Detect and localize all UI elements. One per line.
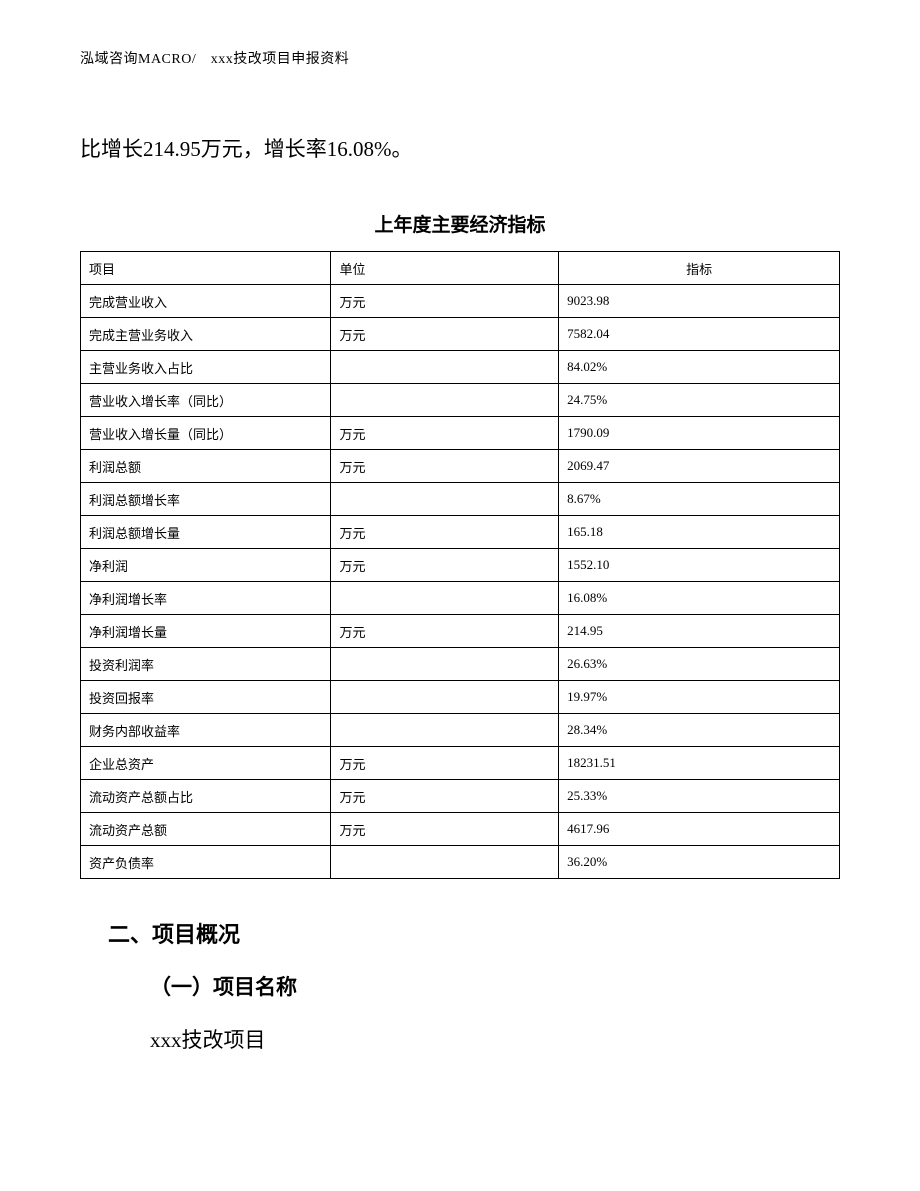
cell-unit: 万元 (331, 416, 559, 449)
cell-item: 营业收入增长量（同比） (81, 416, 331, 449)
cell-item: 主营业务收入占比 (81, 350, 331, 383)
page-header: 泓域咨询MACRO/ xxx技改项目申报资料 (80, 48, 840, 68)
cell-item: 投资利润率 (81, 647, 331, 680)
cell-item: 利润总额增长率 (81, 482, 331, 515)
table-header-row: 项目 单位 指标 (81, 251, 840, 284)
cell-unit: 万元 (331, 614, 559, 647)
cell-value: 7582.04 (559, 317, 840, 350)
cell-item: 利润总额增长量 (81, 515, 331, 548)
cell-item: 利润总额 (81, 449, 331, 482)
cell-item: 净利润增长量 (81, 614, 331, 647)
cell-value: 84.02% (559, 350, 840, 383)
cell-item: 完成营业收入 (81, 284, 331, 317)
col-header-value: 指标 (559, 251, 840, 284)
cell-unit (331, 680, 559, 713)
table-row: 投资利润率 26.63% (81, 647, 840, 680)
cell-value: 9023.98 (559, 284, 840, 317)
table-row: 净利润万元1552.10 (81, 548, 840, 581)
table-row: 流动资产总额万元4617.96 (81, 812, 840, 845)
table-row: 主营业务收入占比 84.02% (81, 350, 840, 383)
cell-unit: 万元 (331, 812, 559, 845)
cell-unit (331, 845, 559, 878)
cell-unit (331, 581, 559, 614)
cell-value: 24.75% (559, 383, 840, 416)
cell-value: 214.95 (559, 614, 840, 647)
cell-value: 165.18 (559, 515, 840, 548)
table-row: 营业收入增长量（同比）万元1790.09 (81, 416, 840, 449)
cell-unit (331, 350, 559, 383)
body-paragraph: 比增长214.95万元，增长率16.08%。 (80, 130, 840, 170)
col-header-item: 项目 (81, 251, 331, 284)
cell-item: 企业总资产 (81, 746, 331, 779)
cell-value: 1552.10 (559, 548, 840, 581)
table-title: 上年度主要经济指标 (80, 210, 840, 237)
table-row: 财务内部收益率 28.34% (81, 713, 840, 746)
cell-value: 16.08% (559, 581, 840, 614)
cell-item: 投资回报率 (81, 680, 331, 713)
table-row: 投资回报率 19.97% (81, 680, 840, 713)
table-row: 完成主营业务收入万元7582.04 (81, 317, 840, 350)
cell-item: 流动资产总额 (81, 812, 331, 845)
section-heading-2: 二、项目概况 (108, 917, 840, 949)
cell-value: 4617.96 (559, 812, 840, 845)
table-row: 企业总资产万元18231.51 (81, 746, 840, 779)
cell-value: 18231.51 (559, 746, 840, 779)
cell-unit (331, 713, 559, 746)
cell-value: 2069.47 (559, 449, 840, 482)
cell-unit (331, 647, 559, 680)
table-row: 资产负债率 36.20% (81, 845, 840, 878)
cell-unit (331, 482, 559, 515)
table-row: 营业收入增长率（同比） 24.75% (81, 383, 840, 416)
cell-item: 财务内部收益率 (81, 713, 331, 746)
cell-item: 完成主营业务收入 (81, 317, 331, 350)
cell-unit: 万元 (331, 548, 559, 581)
cell-item: 流动资产总额占比 (81, 779, 331, 812)
table-row: 利润总额增长量万元165.18 (81, 515, 840, 548)
document-page: 泓域咨询MACRO/ xxx技改项目申报资料 比增长214.95万元，增长率16… (0, 0, 920, 1191)
economic-indicators-table: 项目 单位 指标 完成营业收入万元9023.98完成主营业务收入万元7582.0… (80, 251, 840, 879)
cell-value: 25.33% (559, 779, 840, 812)
cell-item: 净利润 (81, 548, 331, 581)
col-header-unit: 单位 (331, 251, 559, 284)
cell-value: 1790.09 (559, 416, 840, 449)
cell-unit: 万元 (331, 317, 559, 350)
cell-item: 营业收入增长率（同比） (81, 383, 331, 416)
cell-value: 8.67% (559, 482, 840, 515)
cell-unit: 万元 (331, 449, 559, 482)
cell-value: 19.97% (559, 680, 840, 713)
cell-value: 36.20% (559, 845, 840, 878)
table-row: 流动资产总额占比万元25.33% (81, 779, 840, 812)
cell-value: 26.63% (559, 647, 840, 680)
cell-item: 净利润增长率 (81, 581, 331, 614)
cell-unit: 万元 (331, 284, 559, 317)
table-row: 完成营业收入万元9023.98 (81, 284, 840, 317)
table-row: 利润总额万元2069.47 (81, 449, 840, 482)
cell-item: 资产负债率 (81, 845, 331, 878)
cell-unit: 万元 (331, 779, 559, 812)
cell-unit: 万元 (331, 515, 559, 548)
table-row: 利润总额增长率 8.67% (81, 482, 840, 515)
cell-value: 28.34% (559, 713, 840, 746)
table-row: 净利润增长量万元214.95 (81, 614, 840, 647)
cell-unit (331, 383, 559, 416)
table-row: 净利润增长率 16.08% (81, 581, 840, 614)
cell-unit: 万元 (331, 746, 559, 779)
subsection-heading-2-1: （一）项目名称 (150, 971, 840, 1001)
project-name-text: xxx技改项目 (150, 1021, 840, 1061)
